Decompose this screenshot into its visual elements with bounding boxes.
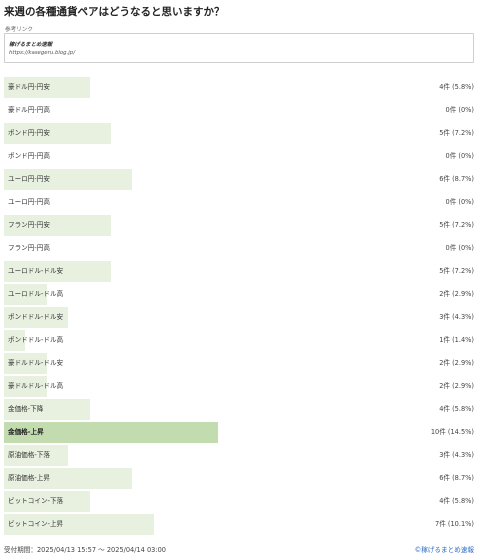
result-count: 6件 (8.7%) bbox=[439, 474, 474, 482]
result-count: 3件 (4.3%) bbox=[439, 451, 474, 459]
result-label: ユーロ円-円高 bbox=[8, 198, 50, 206]
result-count: 1件 (1.4%) bbox=[439, 336, 474, 344]
result-count: 5件 (7.2%) bbox=[439, 129, 474, 137]
result-bar bbox=[4, 422, 218, 443]
result-row: ポンドドル-ドル高 1件 (1.4%) bbox=[4, 330, 474, 351]
result-row: ユーロ円-円安 6件 (8.7%) bbox=[4, 169, 474, 190]
result-label: ポンドドル-ドル安 bbox=[8, 313, 64, 321]
result-count: 5件 (7.2%) bbox=[439, 221, 474, 229]
result-label: 豪ドル円-円高 bbox=[8, 106, 50, 114]
result-count: 0件 (0%) bbox=[445, 244, 475, 252]
credit-link[interactable]: ©稼げるまとめ速報 bbox=[414, 546, 474, 554]
result-row: 豪ドル円-円安 4件 (5.8%) bbox=[4, 77, 474, 98]
result-bar bbox=[4, 376, 47, 397]
result-bar bbox=[4, 491, 90, 512]
result-label: ポンド円-円安 bbox=[8, 129, 50, 137]
result-bar bbox=[4, 399, 90, 420]
result-bar bbox=[4, 514, 154, 535]
result-count: 0件 (0%) bbox=[445, 152, 475, 160]
result-bar bbox=[4, 307, 68, 328]
result-count: 2件 (2.9%) bbox=[439, 382, 474, 390]
result-row: ユーロドル-ドル高 2件 (2.9%) bbox=[4, 284, 474, 305]
result-bar bbox=[4, 353, 47, 374]
result-row: ユーロ円-円高 0件 (0%) bbox=[4, 192, 474, 213]
result-label: ポンドドル-ドル高 bbox=[8, 336, 64, 344]
result-count: 0件 (0%) bbox=[445, 198, 475, 206]
result-label: ユーロドル-ドル高 bbox=[8, 290, 64, 298]
result-count: 4件 (5.8%) bbox=[439, 83, 474, 91]
result-row: ユーロドル-ドル安 5件 (7.2%) bbox=[4, 261, 474, 282]
result-label: 原油価格-下落 bbox=[8, 451, 50, 459]
voting-period: 受付期間：2025/04/13 15:57 〜 2025/04/14 03:00 bbox=[4, 546, 166, 554]
result-count: 4件 (5.8%) bbox=[439, 405, 474, 413]
result-row: フラン円-円安 5件 (7.2%) bbox=[4, 215, 474, 236]
result-label: 豪ドルドル-ドル高 bbox=[8, 382, 64, 390]
result-row: 豪ドル円-円高 0件 (0%) bbox=[4, 100, 474, 121]
result-count: 2件 (2.9%) bbox=[439, 359, 474, 367]
result-row: 原油価格-上昇 6件 (8.7%) bbox=[4, 468, 474, 489]
result-label: 豪ドル円-円安 bbox=[8, 83, 50, 91]
result-label: 金価格-下降 bbox=[8, 405, 44, 413]
result-label: ユーロドル-ドル安 bbox=[8, 267, 64, 275]
result-row: 豪ドルドル-ドル高 2件 (2.9%) bbox=[4, 376, 474, 397]
result-count: 2件 (2.9%) bbox=[439, 290, 474, 298]
result-bar bbox=[4, 169, 132, 190]
result-row: 豪ドルドル-ドル安 2件 (2.9%) bbox=[4, 353, 474, 374]
reference-link-box[interactable]: 稼げるまとめ速報 https://kasegeru.blog.jp/ bbox=[4, 33, 474, 63]
result-label: ビットコイン-下落 bbox=[8, 497, 64, 505]
result-bar bbox=[4, 330, 25, 351]
result-count: 7件 (10.1%) bbox=[435, 520, 474, 528]
reference-url[interactable]: https://kasegeru.blog.jp/ bbox=[9, 50, 76, 56]
result-row: ビットコイン-下落 4件 (5.8%) bbox=[4, 491, 474, 512]
result-row: 原油価格-下落 3件 (4.3%) bbox=[4, 445, 474, 466]
result-count: 4件 (5.8%) bbox=[439, 497, 474, 505]
result-count: 3件 (4.3%) bbox=[439, 313, 474, 321]
result-row: ポンド円-円高 0件 (0%) bbox=[4, 146, 474, 167]
result-label: フラン円-円高 bbox=[8, 244, 50, 252]
result-count: 0件 (0%) bbox=[445, 106, 475, 114]
result-label: 金価格-上昇 bbox=[8, 428, 44, 436]
poll-title: 来週の各種通貨ペアはどうなると思いますか？ bbox=[4, 6, 225, 18]
result-label: 豪ドルドル-ドル安 bbox=[8, 359, 64, 367]
result-label: フラン円-円安 bbox=[8, 221, 50, 229]
reference-label: 参考リンク bbox=[5, 27, 33, 33]
result-row: 金価格-下降 4件 (5.8%) bbox=[4, 399, 474, 420]
result-count: 10件 (14.5%) bbox=[430, 428, 474, 436]
result-bar bbox=[4, 468, 132, 489]
result-bar bbox=[4, 77, 90, 98]
result-count: 5件 (7.2%) bbox=[439, 267, 474, 275]
result-bar bbox=[4, 261, 111, 282]
result-label: ポンド円-円高 bbox=[8, 152, 50, 160]
result-bar bbox=[4, 445, 68, 466]
result-bar bbox=[4, 284, 47, 305]
reference-site-name[interactable]: 稼げるまとめ速報 bbox=[9, 42, 53, 48]
result-row: ポンドドル-ドル安 3件 (4.3%) bbox=[4, 307, 474, 328]
result-row: 金価格-上昇 10件 (14.5%) bbox=[4, 422, 474, 443]
result-bar bbox=[4, 123, 111, 144]
result-label: ユーロ円-円安 bbox=[8, 175, 50, 183]
result-row: ポンド円-円安 5件 (7.2%) bbox=[4, 123, 474, 144]
result-label: 原油価格-上昇 bbox=[8, 474, 50, 482]
result-count: 6件 (8.7%) bbox=[439, 175, 474, 183]
result-row: ビットコイン-上昇 7件 (10.1%) bbox=[4, 514, 474, 535]
result-row: フラン円-円高 0件 (0%) bbox=[4, 238, 474, 259]
result-label: ビットコイン-上昇 bbox=[8, 520, 64, 528]
result-bar bbox=[4, 215, 111, 236]
